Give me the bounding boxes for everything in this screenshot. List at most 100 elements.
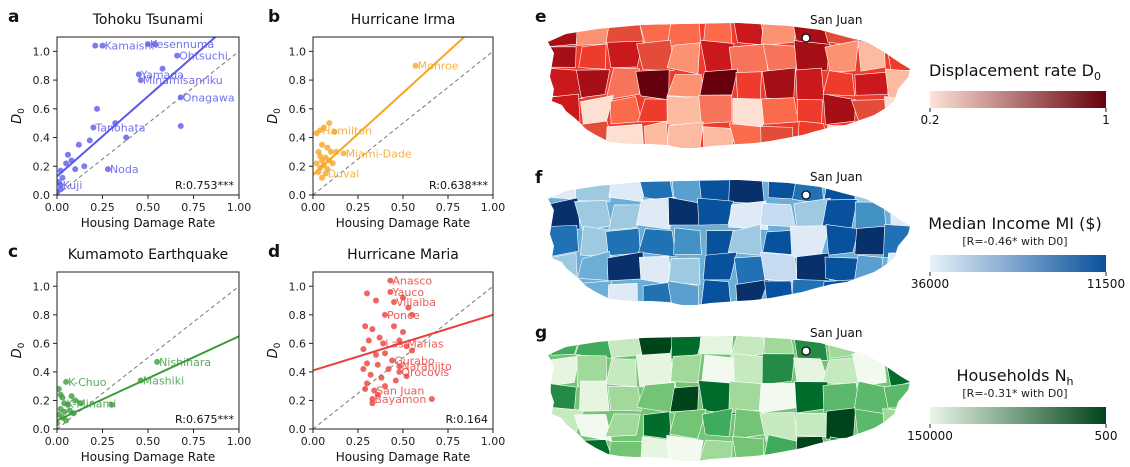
municipality <box>824 40 859 73</box>
municipality-pad <box>577 172 612 203</box>
municipality-pad <box>546 436 581 467</box>
data-point <box>315 169 322 176</box>
municipality-pad <box>608 226 643 257</box>
data-point <box>123 134 130 141</box>
y-axis-label-subscript: 0 <box>273 108 283 114</box>
municipality-pad <box>793 382 828 413</box>
municipality-pad <box>546 42 581 73</box>
data-point <box>400 328 406 335</box>
point-label: Orocovis <box>401 366 449 379</box>
municipality-pad <box>639 382 674 413</box>
municipality <box>793 40 831 74</box>
municipality <box>698 94 732 124</box>
y-tick-label: 0.4 <box>33 366 51 379</box>
data-point <box>360 346 367 353</box>
municipality <box>883 23 910 47</box>
municipality-pad <box>731 96 766 127</box>
municipality-pad <box>577 199 612 230</box>
municipality-pad <box>546 226 581 257</box>
data-point <box>376 334 383 341</box>
municipality <box>728 200 769 230</box>
data-point <box>61 408 68 415</box>
municipality <box>761 353 796 385</box>
legend-title: Median Income MI ($) <box>928 214 1102 233</box>
map-panel-e: e San Juan Displacement rate D0 0.2 1 <box>535 7 1110 154</box>
x-tick-label: 0.00 <box>301 435 326 448</box>
y-tick-label: 0.6 <box>33 103 51 116</box>
municipality-pad <box>546 253 581 284</box>
municipality-pad <box>885 69 920 100</box>
municipality-pad <box>608 96 643 127</box>
municipality-pad <box>885 328 920 359</box>
municipality-pad <box>762 199 797 230</box>
data-point <box>391 323 397 330</box>
correlation-annotation: R:0.753*** <box>175 179 235 192</box>
data-point <box>108 401 115 408</box>
x-tick-label: 0.00 <box>45 435 70 448</box>
city-label: San Juan <box>810 326 863 340</box>
municipality <box>666 121 704 148</box>
data-point <box>374 391 381 398</box>
data-point <box>382 350 388 357</box>
point-label: Ohtsuchi <box>179 50 228 63</box>
choropleth <box>546 15 920 154</box>
x-tick-label: 0.00 <box>301 201 326 214</box>
municipality-pad <box>824 355 859 386</box>
data-point <box>405 304 412 311</box>
municipality-pad <box>700 96 735 127</box>
municipality-pad <box>885 15 920 46</box>
data-point <box>324 166 331 173</box>
x-tick-label: 0.50 <box>391 435 416 448</box>
municipality-pad <box>731 436 766 467</box>
municipality-pad <box>854 253 889 284</box>
municipality <box>577 250 614 282</box>
colorbar <box>930 255 1106 272</box>
y-tick-label: 0.2 <box>289 394 307 407</box>
y-axis-label: D0 <box>266 342 283 358</box>
panel-letter: f <box>535 168 543 188</box>
point-label: Minamisanriku <box>143 74 223 87</box>
data-point <box>81 163 88 170</box>
legend-title-subscript: 0 <box>1094 70 1101 83</box>
x-axis-label: Housing Damage Rate <box>336 216 471 230</box>
data-point <box>68 157 75 164</box>
x-tick-label: 0.25 <box>90 201 115 214</box>
municipality <box>607 385 642 412</box>
data-point <box>396 363 403 370</box>
municipality-pad <box>700 42 735 73</box>
municipality-pad <box>608 382 643 413</box>
panel-title: Hurricane Irma <box>351 12 456 28</box>
colorbar <box>930 91 1106 108</box>
municipality-pad <box>885 382 920 413</box>
municipality-pad <box>824 280 859 311</box>
municipality-pad <box>577 42 612 73</box>
point-label: Mashiki <box>143 374 184 387</box>
y-axis-label: D0 <box>266 108 283 124</box>
municipality-pad <box>824 123 859 154</box>
data-point <box>77 400 84 407</box>
colorbar <box>930 407 1106 424</box>
municipality-pad <box>885 355 920 386</box>
municipality-pad <box>885 172 920 203</box>
y-axis-label: D0 <box>10 342 27 358</box>
y-tick-label: 0.2 <box>33 160 51 173</box>
municipality-pad <box>577 280 612 311</box>
municipality <box>762 229 798 255</box>
municipality <box>827 125 860 148</box>
panel-b: b Hurricane Irma Monroe Hamilton Miami-Dade D… <box>266 7 505 230</box>
data-point <box>92 42 99 49</box>
data-point <box>412 62 419 69</box>
municipality <box>792 336 828 361</box>
data-point <box>326 120 333 127</box>
municipality-pad <box>854 280 889 311</box>
municipality <box>643 120 669 148</box>
municipality-pad <box>700 436 735 467</box>
legend-correlation-note: [R=-0.46* with D0] <box>962 235 1067 248</box>
panel-letter: b <box>268 7 280 27</box>
municipality-pad <box>577 436 612 467</box>
municipality <box>668 257 701 285</box>
municipality-pad <box>546 15 581 46</box>
municipality-pad <box>577 253 612 284</box>
municipality-pad <box>669 123 704 154</box>
